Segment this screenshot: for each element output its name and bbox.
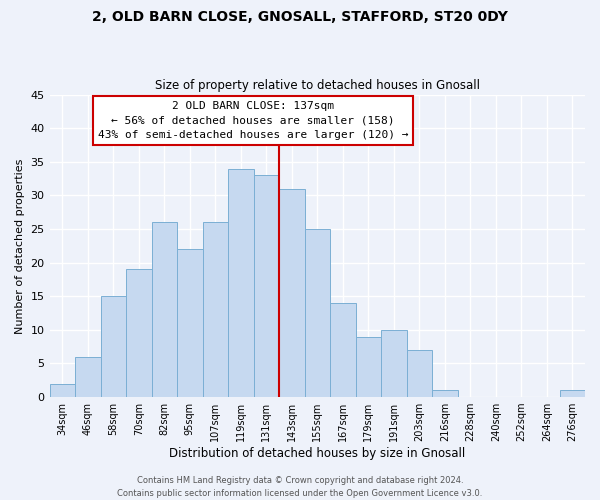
Bar	[356, 336, 381, 397]
Text: Contains HM Land Registry data © Crown copyright and database right 2024.
Contai: Contains HM Land Registry data © Crown c…	[118, 476, 482, 498]
Bar	[177, 249, 203, 397]
Bar	[75, 356, 101, 397]
Bar	[407, 350, 432, 397]
Bar	[152, 222, 177, 397]
Title: Size of property relative to detached houses in Gnosall: Size of property relative to detached ho…	[155, 79, 480, 92]
Bar	[254, 175, 279, 397]
Bar	[560, 390, 585, 397]
Text: 2, OLD BARN CLOSE, GNOSALL, STAFFORD, ST20 0DY: 2, OLD BARN CLOSE, GNOSALL, STAFFORD, ST…	[92, 10, 508, 24]
X-axis label: Distribution of detached houses by size in Gnosall: Distribution of detached houses by size …	[169, 447, 466, 460]
Bar	[50, 384, 75, 397]
Bar	[432, 390, 458, 397]
Bar	[203, 222, 228, 397]
Bar	[305, 229, 330, 397]
Y-axis label: Number of detached properties: Number of detached properties	[15, 158, 25, 334]
Bar	[330, 303, 356, 397]
Bar	[228, 168, 254, 397]
Text: 2 OLD BARN CLOSE: 137sqm
← 56% of detached houses are smaller (158)
43% of semi-: 2 OLD BARN CLOSE: 137sqm ← 56% of detach…	[98, 100, 408, 140]
Bar	[101, 296, 126, 397]
Bar	[126, 270, 152, 397]
Bar	[279, 188, 305, 397]
Bar	[381, 330, 407, 397]
